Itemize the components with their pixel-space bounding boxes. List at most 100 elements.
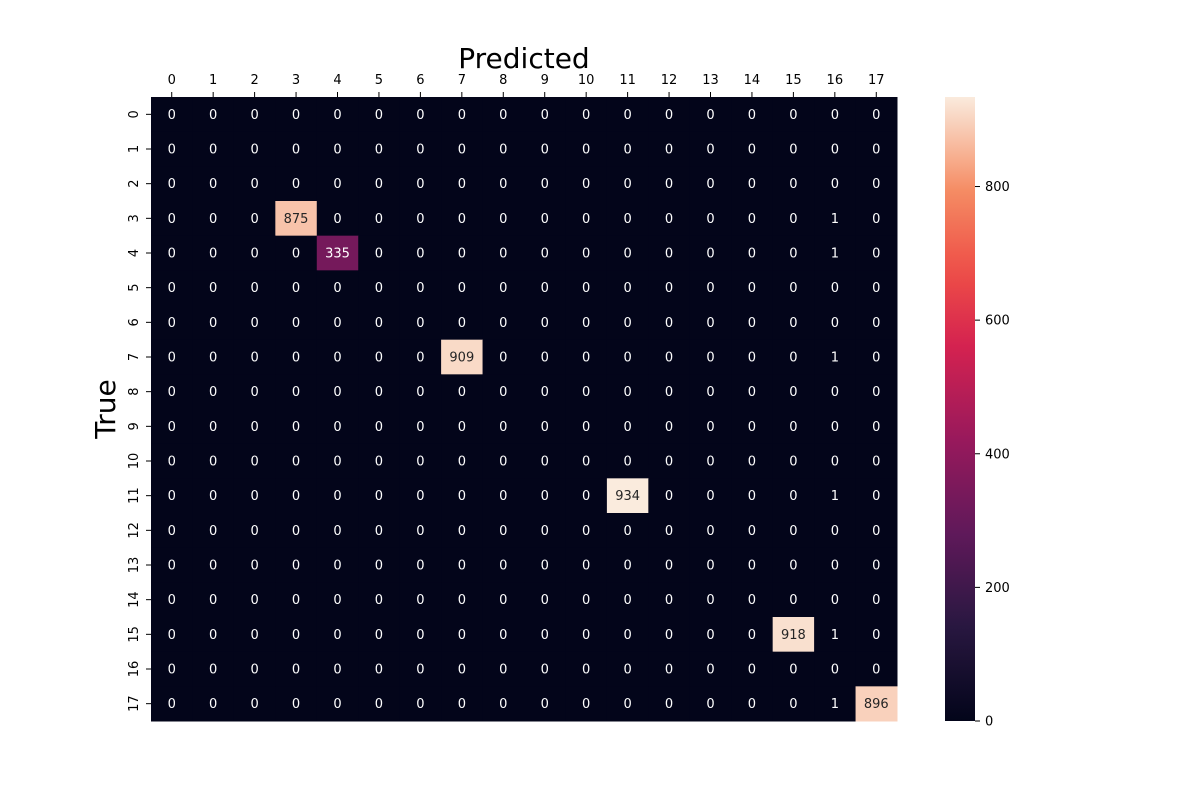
- cell-value-label: 0: [209, 628, 217, 643]
- heatmap-cell: [855, 131, 898, 167]
- cell-value-label: 0: [582, 697, 590, 712]
- y-tick-label: 0: [127, 110, 142, 118]
- heatmap-cell: [565, 270, 608, 306]
- y-tick-label: 4: [127, 249, 142, 257]
- heatmap-cell: [151, 235, 193, 271]
- cell-value-label: 0: [582, 593, 590, 608]
- heatmap-cell: [482, 617, 525, 653]
- cell-value-label: 0: [541, 212, 549, 227]
- heatmap-cell: [441, 374, 484, 410]
- cell-value-label: 0: [250, 385, 258, 400]
- heatmap-cell: [482, 443, 525, 479]
- cell-value-label: 0: [831, 663, 839, 678]
- heatmap-cell: [772, 270, 815, 306]
- cell-value-label: 0: [458, 489, 466, 504]
- heatmap-cell: [524, 201, 566, 237]
- heatmap-cell: [689, 686, 732, 722]
- cell-value-label: 0: [416, 524, 424, 539]
- heatmap-cell: [772, 443, 815, 479]
- y-tick-label: 3: [127, 214, 142, 222]
- heatmap-cell: [316, 478, 359, 514]
- cell-value-label: 0: [333, 663, 341, 678]
- cell-value-label: 934: [615, 489, 640, 504]
- cell-value-label: 0: [872, 593, 880, 608]
- heatmap-cell: [151, 305, 193, 341]
- y-tick-label: 9: [127, 422, 142, 430]
- heatmap-cell: [275, 478, 318, 514]
- colorbar: [945, 97, 975, 721]
- heatmap-cell: [689, 409, 732, 445]
- heatmap-cell: [855, 339, 898, 375]
- heatmap-cell: [648, 409, 691, 445]
- heatmap-cell: [689, 97, 732, 133]
- cell-value-label: 0: [623, 593, 631, 608]
- cell-value-label: 0: [748, 247, 756, 262]
- cell-value-label: 0: [209, 351, 217, 366]
- heatmap-cell: [192, 513, 235, 549]
- heatmap-cell: [565, 443, 608, 479]
- cell-value-label: 0: [292, 489, 300, 504]
- heatmap-cell: [772, 166, 815, 202]
- heatmap-cell: [648, 582, 691, 618]
- cell-value-label: 0: [333, 108, 341, 123]
- heatmap-cell: [565, 131, 608, 167]
- y-tick-label: 11: [127, 487, 142, 504]
- cell-value-label: 0: [748, 351, 756, 366]
- cell-value-label: 0: [831, 108, 839, 123]
- cell-value-label: 0: [872, 559, 880, 574]
- cell-value-label: 0: [458, 628, 466, 643]
- cell-value-label: 0: [499, 697, 507, 712]
- heatmap-cell: [606, 235, 649, 271]
- x-tick-label: 1: [209, 73, 217, 88]
- cell-value-label: 0: [458, 593, 466, 608]
- cell-value-label: 0: [623, 316, 631, 331]
- cell-value-label: 0: [499, 663, 507, 678]
- heatmap-cell: [441, 582, 484, 618]
- cell-value-label: 0: [831, 177, 839, 192]
- heatmap-cell: [151, 339, 193, 375]
- heatmap-cell: [399, 617, 442, 653]
- heatmap-cell: [192, 617, 235, 653]
- heatmap-cell: [151, 478, 193, 514]
- heatmap-cell: [814, 339, 857, 375]
- cell-value-label: 0: [623, 212, 631, 227]
- heatmap-cell: [524, 374, 566, 410]
- heatmap-cell: [565, 235, 608, 271]
- heatmap-cell: [151, 651, 193, 687]
- cell-value-label: 0: [458, 524, 466, 539]
- heatmap-cell: [358, 686, 401, 722]
- cell-value-label: 0: [292, 420, 300, 435]
- cell-value-label: 0: [623, 177, 631, 192]
- cell-value-label: 0: [250, 420, 258, 435]
- cell-value-label: 0: [458, 281, 466, 296]
- heatmap-cell: [606, 513, 649, 549]
- heatmap-cell: [731, 305, 774, 341]
- heatmap-cell: [524, 651, 566, 687]
- cell-value-label: 0: [789, 108, 797, 123]
- heatmap-cell: [814, 166, 857, 202]
- cell-value-label: 0: [789, 143, 797, 158]
- heatmap-cell: [316, 131, 359, 167]
- cell-value-label: 0: [748, 385, 756, 400]
- heatmap-cell: [524, 582, 566, 618]
- cell-value-label: 0: [250, 593, 258, 608]
- heatmap-cell: [731, 374, 774, 410]
- heatmap-cell: [689, 305, 732, 341]
- heatmap-cell: [524, 409, 566, 445]
- heatmap-cell: [648, 443, 691, 479]
- heatmap-cell: [192, 97, 235, 133]
- heatmap-cell: [233, 270, 276, 306]
- heatmap-cell: [524, 305, 566, 341]
- cell-value-label: 0: [541, 489, 549, 504]
- cell-value-label: 0: [665, 697, 673, 712]
- heatmap-cell: [151, 97, 193, 133]
- cell-value-label: 0: [250, 212, 258, 227]
- cell-value-label: 0: [499, 420, 507, 435]
- cell-value-label: 0: [375, 212, 383, 227]
- cell-value-label: 0: [375, 420, 383, 435]
- cell-value-label: 0: [168, 177, 176, 192]
- cell-value-label: 0: [499, 559, 507, 574]
- cell-value-label: 0: [209, 455, 217, 470]
- heatmap-cell: [565, 513, 608, 549]
- cell-value-label: 0: [748, 281, 756, 296]
